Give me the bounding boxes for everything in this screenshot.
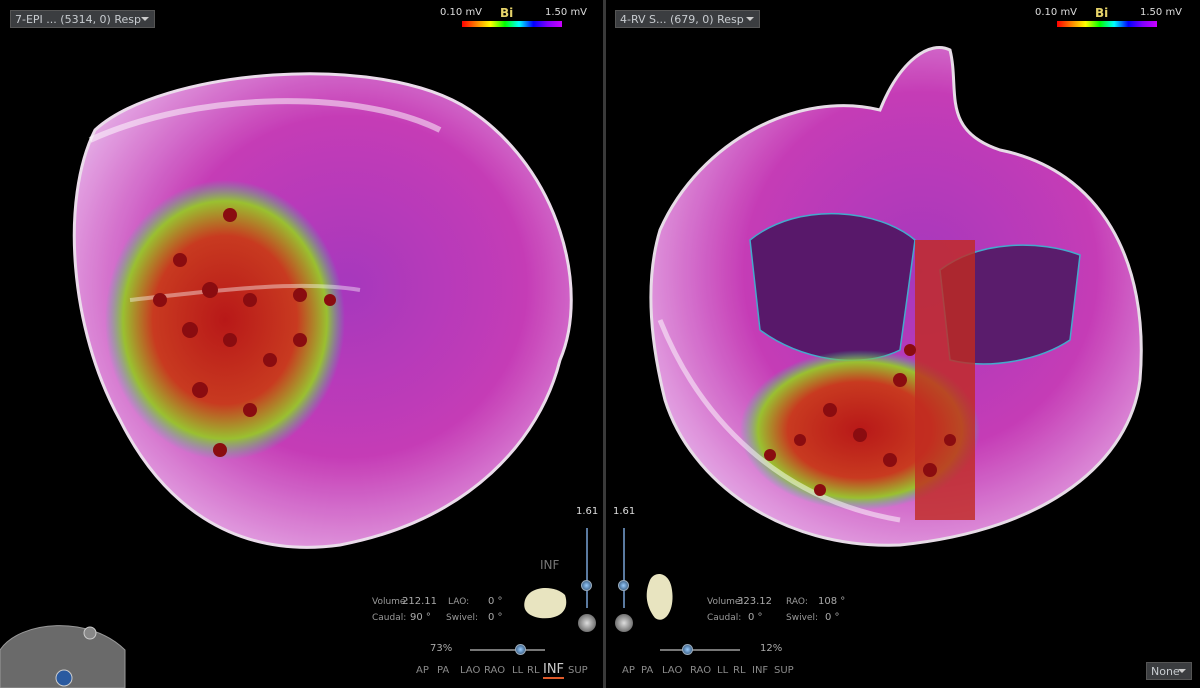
view-button[interactable]: AP bbox=[622, 665, 635, 676]
map-selector[interactable]: 4-RV S... (679, 0) Resp bbox=[615, 10, 760, 28]
left-heart-map bbox=[72, 72, 573, 549]
info-label: Swivel: bbox=[446, 613, 478, 623]
view-button[interactable]: RL bbox=[527, 665, 540, 676]
orientation-compass[interactable] bbox=[0, 625, 126, 688]
legend-label: Bi bbox=[500, 6, 514, 20]
info-value: 323.12 bbox=[737, 596, 772, 607]
legend-min: 0.10 mV bbox=[440, 7, 483, 18]
view-button[interactable]: RAO bbox=[484, 665, 506, 676]
zoom-scale: 1.61 bbox=[576, 506, 599, 517]
info-label: Swivel: bbox=[786, 613, 818, 623]
view-button[interactable]: PA bbox=[641, 665, 654, 676]
info-value: 90 ° bbox=[410, 612, 431, 623]
zoom-slider-track bbox=[660, 649, 740, 651]
info-label: RAO: bbox=[786, 597, 808, 607]
zoom-percent: 12% bbox=[760, 643, 783, 654]
view-button[interactable]: LL bbox=[717, 665, 729, 676]
view-button[interactable]: SUP bbox=[774, 665, 794, 676]
info-value: 108 ° bbox=[818, 596, 846, 607]
rotate-button[interactable] bbox=[578, 614, 596, 632]
legend-min: 0.10 mV bbox=[1035, 7, 1078, 18]
info-value: 0 ° bbox=[748, 612, 763, 623]
legend-max: 1.50 mV bbox=[545, 7, 588, 18]
divider bbox=[603, 0, 606, 688]
display-mode-dropdown[interactable]: None bbox=[1146, 662, 1192, 680]
view-button[interactable]: INF bbox=[752, 665, 769, 676]
view-button[interactable]: RAO bbox=[690, 665, 712, 676]
zoom-knob[interactable] bbox=[581, 580, 592, 591]
zoom-slider-knob[interactable] bbox=[515, 644, 526, 655]
view-button[interactable]: LAO bbox=[662, 665, 683, 676]
zoom-scale: 1.61 bbox=[613, 506, 636, 517]
zoom-track bbox=[586, 528, 588, 608]
info-value: 212.11 bbox=[402, 596, 437, 607]
zoom-slider-track bbox=[470, 649, 545, 651]
zoom-track bbox=[623, 528, 625, 608]
zoom-knob[interactable] bbox=[618, 580, 629, 591]
view-button[interactable]: INF bbox=[543, 662, 565, 679]
view-button[interactable]: AP bbox=[416, 665, 429, 676]
view-button[interactable]: RL bbox=[733, 665, 746, 676]
zoom-percent: 73% bbox=[430, 643, 453, 654]
view-button[interactable]: PA bbox=[437, 665, 450, 676]
view-button[interactable]: LAO bbox=[460, 665, 481, 676]
info-label: Volume: bbox=[707, 597, 744, 607]
zoom-slider-knob[interactable] bbox=[682, 644, 693, 655]
legend-label: Bi bbox=[1095, 6, 1109, 20]
right-heart-map bbox=[649, 46, 1143, 547]
legend-max: 1.50 mV bbox=[1140, 7, 1183, 18]
map-selector[interactable]: 7-EPI ... (5314, 0) Resp bbox=[10, 10, 155, 28]
view-button[interactable]: SUP bbox=[568, 665, 588, 676]
info-label: Caudal: bbox=[372, 613, 407, 623]
info-value: 0 ° bbox=[488, 612, 503, 623]
rotate-button[interactable] bbox=[615, 614, 633, 632]
legend-colorbar bbox=[1057, 21, 1157, 27]
heart-orientation-icons bbox=[524, 574, 673, 620]
view-button[interactable]: LL bbox=[512, 665, 524, 676]
info-value: 0 ° bbox=[825, 612, 840, 623]
legend-colorbar bbox=[462, 21, 562, 27]
info-value: 0 ° bbox=[488, 596, 503, 607]
info-label: Caudal: bbox=[707, 613, 742, 623]
view-label: INF bbox=[540, 558, 560, 572]
info-label: Volume: bbox=[372, 597, 409, 607]
info-label: LAO: bbox=[448, 597, 470, 607]
